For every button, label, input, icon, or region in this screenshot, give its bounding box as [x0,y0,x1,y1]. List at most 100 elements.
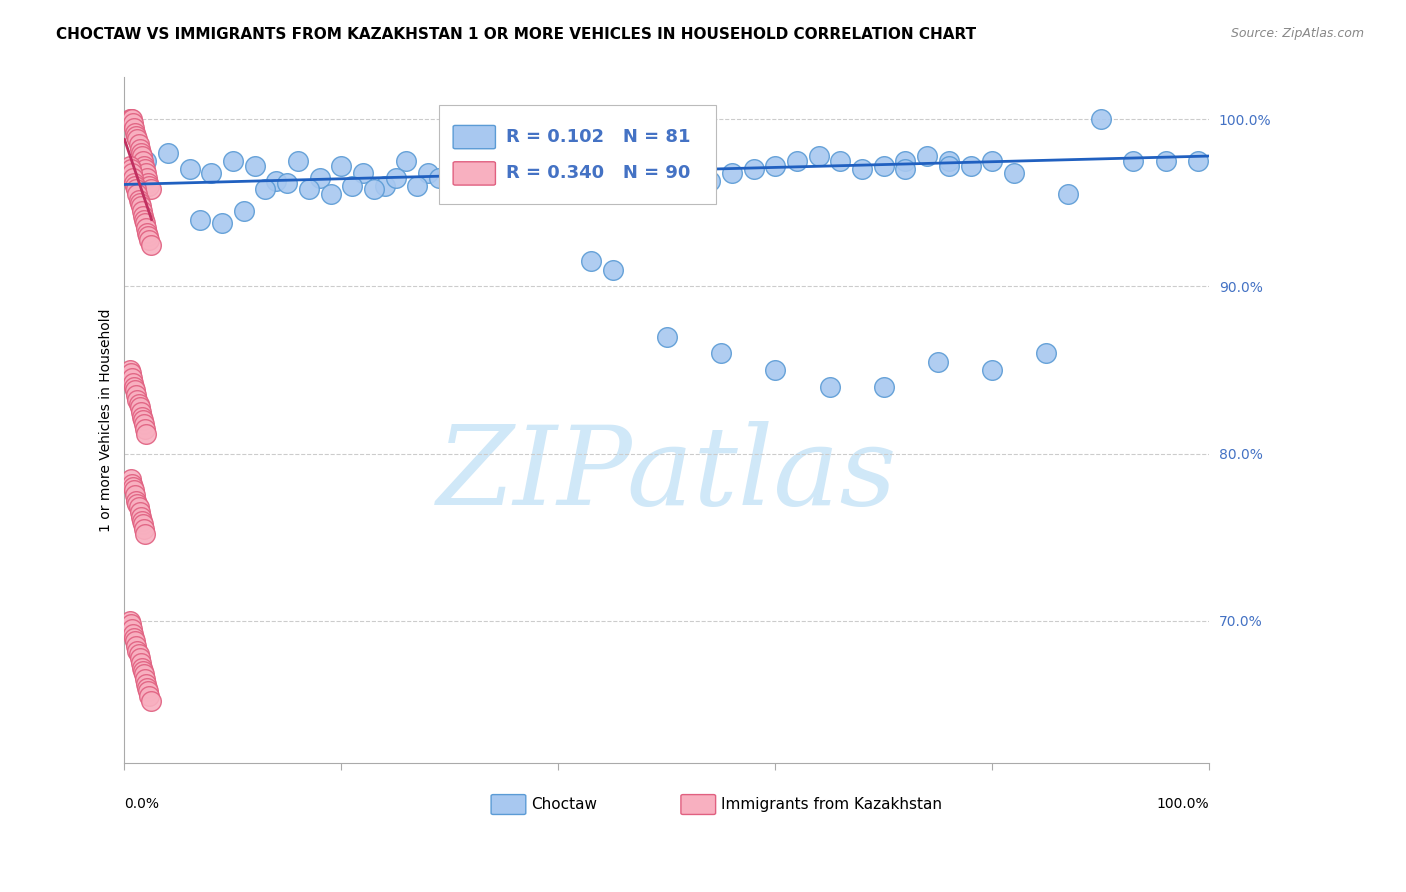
Point [132,212,155,227]
Point [494,170,516,185]
Point [763,363,786,377]
Point [602,262,624,277]
Point [131,514,153,528]
Point [128,648,150,662]
Point [276,176,298,190]
Point [121,112,143,127]
Point [558,179,581,194]
Point [128,400,150,414]
Point [503,162,526,177]
Point [124,634,146,648]
Point [471,162,494,177]
Point [121,476,143,491]
Point [138,229,160,244]
Point [132,154,155,169]
Point [742,162,765,177]
Point [122,631,145,645]
Point [374,179,396,194]
Text: 0.0%: 0.0% [125,797,159,812]
Point [135,154,157,169]
Point [128,505,150,519]
Point [125,493,148,508]
Point [439,159,461,173]
Point [254,182,277,196]
Point [139,694,162,708]
Point [526,166,548,180]
Point [666,166,689,180]
Point [131,409,153,424]
Point [125,639,148,653]
Point [818,380,841,394]
Point [124,179,146,194]
Point [830,154,852,169]
Point [124,126,146,140]
Point [129,145,152,160]
Point [139,237,162,252]
Point [121,371,143,385]
Point [132,417,155,431]
Point [602,170,624,185]
Point [200,166,222,180]
Point [363,182,385,196]
Point [132,516,155,531]
Point [120,472,142,486]
Point [710,346,733,360]
FancyBboxPatch shape [439,105,716,204]
Point [211,216,233,230]
Point [179,162,201,177]
Point [515,166,537,180]
Point [894,154,917,169]
Point [1057,187,1080,202]
Text: Source: ZipAtlas.com: Source: ZipAtlas.com [1230,27,1364,40]
Point [136,226,159,240]
Point [1187,154,1209,169]
Point [138,689,160,703]
Point [122,380,145,394]
Point [127,644,149,658]
Point [266,174,288,188]
Point [645,174,668,188]
Point [120,112,142,127]
Point [127,497,149,511]
Point [132,413,155,427]
Point [138,176,160,190]
Point [243,159,266,173]
Point [298,182,321,196]
Point [1002,166,1025,180]
Point [222,154,245,169]
Point [591,162,613,177]
Point [1154,154,1177,169]
Text: Choctaw: Choctaw [531,797,598,812]
Point [927,355,949,369]
Point [450,166,472,180]
Point [118,159,141,173]
Point [120,162,142,177]
Point [128,137,150,152]
Point [721,166,744,180]
Text: Immigrants from Kazakhstan: Immigrants from Kazakhstan [721,797,942,812]
Point [134,527,156,541]
Point [460,170,482,185]
Point [124,383,146,397]
Point [634,166,657,180]
Point [763,159,786,173]
Point [128,500,150,515]
Point [138,179,160,194]
Point [127,132,149,146]
Point [938,154,960,169]
Point [134,673,156,687]
FancyBboxPatch shape [491,795,526,814]
Point [139,182,162,196]
Point [122,115,145,129]
Point [1122,154,1144,169]
FancyBboxPatch shape [453,126,495,149]
Point [122,627,145,641]
Point [232,204,254,219]
Point [125,388,148,402]
Point [319,187,342,202]
Point [131,661,153,675]
Point [612,179,634,194]
Point [132,664,155,678]
Point [384,170,406,185]
Point [122,120,145,135]
